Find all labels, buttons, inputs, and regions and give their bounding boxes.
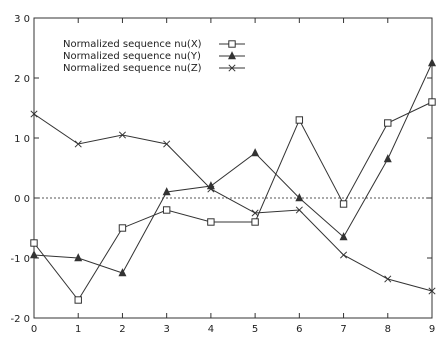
x-tick-label: 5 (252, 324, 258, 335)
cross-stroke (428, 287, 436, 295)
legend-label: Normalized sequence nu(Z) (63, 63, 202, 74)
data-point-triangle (295, 193, 304, 202)
x-tick-label: 6 (296, 324, 302, 335)
data-point-triangle (339, 232, 348, 241)
series-line-triangle (33, 62, 433, 274)
legend-marker-square (228, 40, 236, 48)
data-point-square (428, 98, 436, 106)
series-cross (30, 110, 436, 295)
data-point-triangle (118, 268, 127, 277)
data-point-square (118, 224, 127, 232)
data-point-square (251, 218, 259, 226)
data-point-square (30, 239, 38, 247)
cross-stroke (163, 140, 171, 148)
x-tick-label: 7 (340, 324, 346, 335)
cross-stroke (340, 251, 348, 259)
x-tick-label: 9 (429, 324, 435, 335)
plot-frame (33, 17, 433, 319)
data-point-triangle (427, 58, 436, 67)
data-point-square (295, 116, 304, 124)
y-tick-label: 2 0 (14, 74, 30, 85)
data-point-triangle (251, 148, 260, 157)
data-point-square (74, 296, 82, 304)
data-point-triangle (74, 253, 83, 262)
cross-stroke (30, 110, 38, 118)
legend-label: Normalized sequence nu(X) (63, 39, 202, 50)
data-point-square (339, 200, 348, 208)
data-point-triangle (206, 181, 215, 190)
series-triangle (29, 58, 436, 277)
series-line-cross (33, 113, 433, 292)
data-point-cross (163, 140, 171, 148)
cross-stroke (74, 140, 82, 148)
cross-stroke (251, 209, 259, 217)
data-point-triangle (162, 187, 171, 196)
y-tick-label: 1 0 (14, 134, 30, 145)
cross-stroke (207, 185, 215, 193)
data-point-cross (118, 131, 126, 139)
y-tick-label: 3 0 (14, 14, 30, 25)
series-line-square (33, 101, 433, 301)
data-point-cross (340, 251, 348, 259)
data-point-cross (295, 206, 303, 214)
legend-marker-cross (228, 64, 236, 72)
y-tick-label: -1 0 (10, 254, 30, 265)
data-point-cross (207, 185, 215, 193)
cross-stroke (228, 64, 236, 72)
x-tick-label: 2 (119, 324, 125, 335)
data-point-triangle (29, 250, 39, 259)
data-point-triangle (383, 154, 392, 163)
data-point-cross (428, 287, 436, 295)
series-square (30, 98, 436, 304)
data-point-square (162, 206, 171, 214)
data-point-cross (384, 275, 392, 283)
data-point-cross (251, 209, 259, 217)
x-tick-label: 3 (163, 324, 169, 335)
legend-label: Normalized sequence nu(Y) (63, 51, 201, 62)
data-point-square (384, 119, 392, 127)
x-tick-label: 4 (208, 324, 214, 335)
data-point-cross (74, 140, 82, 148)
cross-stroke (384, 275, 392, 283)
x-tick-label: 0 (31, 324, 37, 335)
data-point-square (207, 218, 215, 226)
data-point-cross (30, 110, 38, 118)
cross-stroke (118, 131, 126, 139)
cross-stroke (295, 206, 303, 214)
y-tick-label: -2 0 (10, 314, 30, 325)
legend-marker-triangle (227, 51, 237, 60)
x-tick-label: 1 (75, 324, 81, 335)
x-tick-label: 8 (385, 324, 391, 335)
y-tick-label: 0 0 (14, 194, 30, 205)
